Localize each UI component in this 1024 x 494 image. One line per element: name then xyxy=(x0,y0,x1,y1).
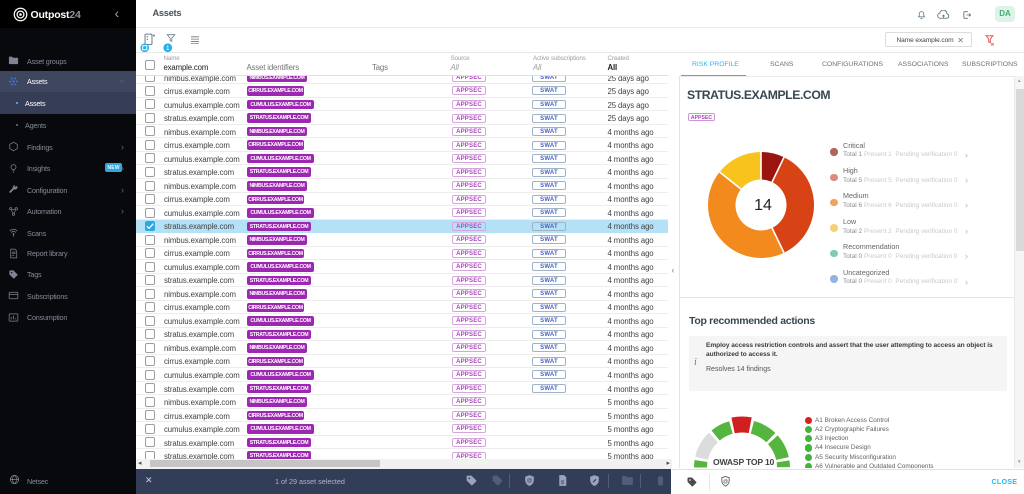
svg-text:@: @ xyxy=(723,478,728,484)
svg-text:@: @ xyxy=(527,478,533,484)
svg-text:1: 1 xyxy=(166,44,170,51)
svg-text:14: 14 xyxy=(754,197,772,214)
